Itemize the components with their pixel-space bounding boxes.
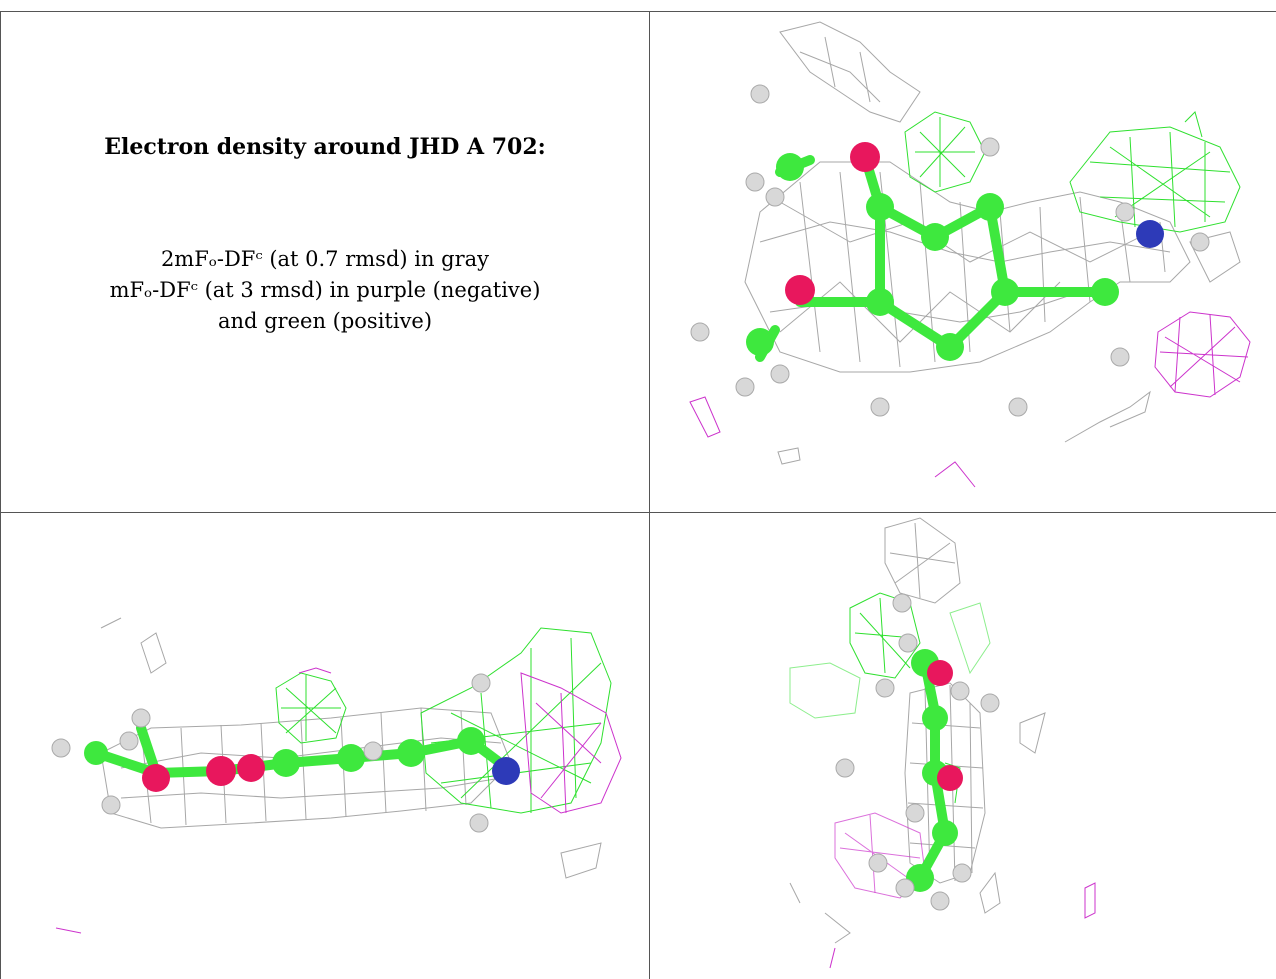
border-left xyxy=(0,11,1,979)
green-density-mesh xyxy=(275,627,612,814)
purple-density-mesh xyxy=(55,667,622,934)
density-view-end xyxy=(789,517,1096,969)
view-panel-bottom-right xyxy=(650,513,1276,979)
figure-title: Electron density around JHD A 702: xyxy=(104,134,546,160)
gray-density-mesh xyxy=(744,21,1241,465)
ligand-atoms xyxy=(51,673,520,833)
legend-line-green: and green (positive) xyxy=(217,309,433,333)
divider-horizontal xyxy=(0,512,1276,513)
purple-density-mesh xyxy=(689,311,1251,488)
view-panel-bottom-left xyxy=(1,513,649,979)
purple-density-mesh xyxy=(829,812,1096,969)
ligand-atoms xyxy=(835,593,1000,911)
legend-line-gray: 2mFₒ-DFᶜ (at 0.7 rmsd) in gray xyxy=(160,247,490,271)
view-panel-top-right xyxy=(650,12,1276,512)
density-view-side xyxy=(51,617,622,934)
legend-text: 2mFₒ-DFᶜ (at 0.7 rmsd) in gray mFₒ-DFᶜ (… xyxy=(1,244,649,337)
green-density-mesh xyxy=(904,111,1241,233)
caption-panel: Electron density around JHD A 702: 2mFₒ-… xyxy=(1,12,649,512)
green-density-mesh xyxy=(789,592,991,804)
border-top xyxy=(0,11,1276,12)
divider-vertical xyxy=(649,11,650,979)
density-view-top xyxy=(689,21,1251,488)
legend-line-purple: mFₒ-DFᶜ (at 3 rmsd) in purple (negative) xyxy=(109,278,541,302)
ligand-atoms xyxy=(690,84,1210,417)
